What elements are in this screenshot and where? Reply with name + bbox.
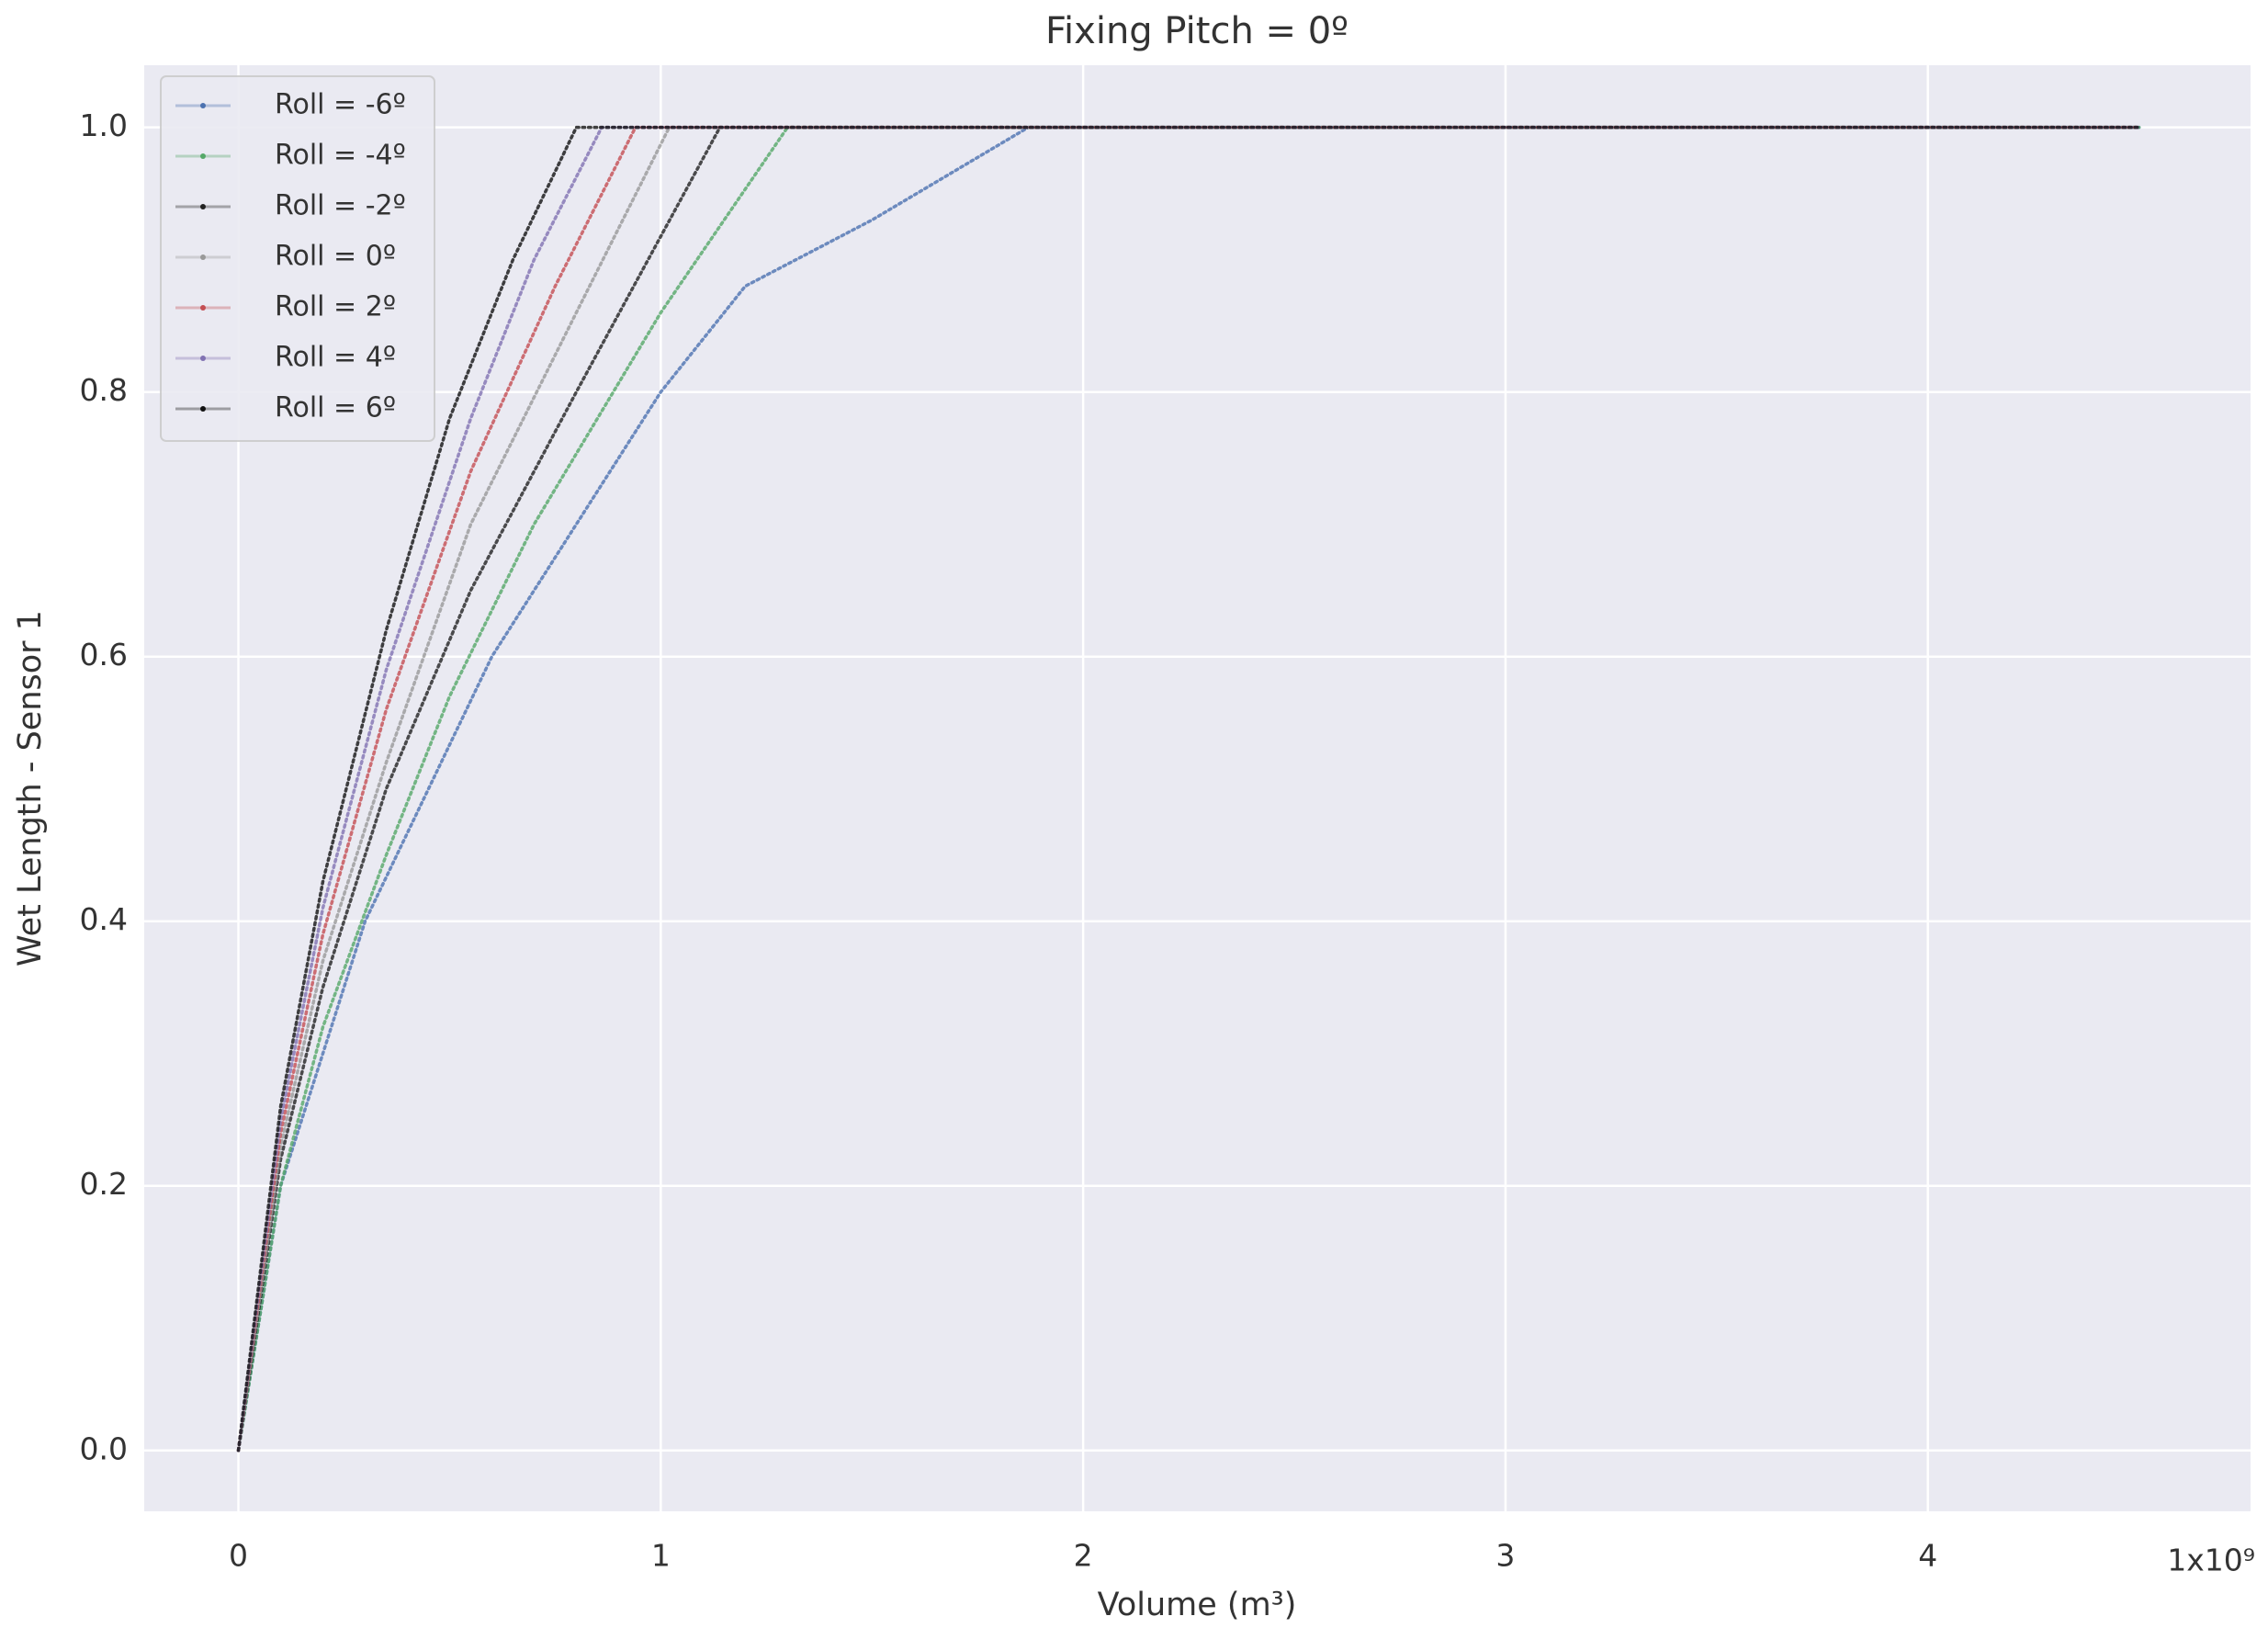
x-tick-label: 1 — [651, 1538, 671, 1574]
legend-label: Roll = -2º — [275, 190, 406, 222]
x-tick-label: 2 — [1074, 1538, 1093, 1574]
series-line — [236, 125, 2141, 1452]
legend-label: Roll = -4º — [275, 140, 406, 172]
legend-label: Roll = 2º — [275, 291, 396, 323]
y-tick-label: 0.8 — [80, 372, 128, 408]
x-tick-label: 3 — [1495, 1538, 1515, 1574]
legend-marker — [200, 103, 206, 108]
legend-box — [160, 75, 435, 442]
legend-label: Roll = 0º — [275, 241, 396, 273]
legend-label: Roll = 6º — [275, 392, 396, 424]
y-tick-label: 0.0 — [80, 1430, 128, 1466]
lines — [236, 125, 2141, 1452]
legend-marker — [200, 204, 206, 209]
series-line — [236, 125, 2141, 1452]
x-tick-label: 4 — [1918, 1538, 1937, 1574]
y-tick-label: 1.0 — [80, 107, 128, 143]
legend-marker — [200, 153, 206, 159]
y-tick-label: 0.6 — [80, 637, 128, 673]
legend: Roll = -6º Roll = -4º Roll = -2º Roll = 0º R… — [160, 75, 435, 442]
legend-marker — [200, 254, 206, 260]
chart-title: Fixing Pitch = 0º — [1045, 10, 1348, 52]
legend-label: Roll = -6º — [275, 89, 406, 121]
legend-marker — [200, 356, 206, 361]
y-axis-label: Wet Length - Sensor 1 — [12, 610, 49, 966]
x-offset-label: 1x10⁹ — [2167, 1543, 2255, 1578]
plot-area — [144, 65, 2251, 1511]
legend-label: Roll = 4º — [275, 342, 396, 374]
y-tick-label: 0.2 — [80, 1166, 128, 1202]
series-line — [236, 125, 2141, 1452]
x-tick-label: 0 — [229, 1538, 248, 1574]
grid — [144, 65, 2251, 1511]
y-tick-label: 0.4 — [80, 901, 128, 937]
legend-marker — [200, 406, 206, 412]
series-line — [236, 125, 2141, 1452]
x-axis-label: Volume (m³) — [1098, 1587, 1297, 1623]
series-line — [236, 125, 2141, 1452]
legend-marker — [200, 305, 206, 311]
series-line — [236, 125, 2141, 1452]
